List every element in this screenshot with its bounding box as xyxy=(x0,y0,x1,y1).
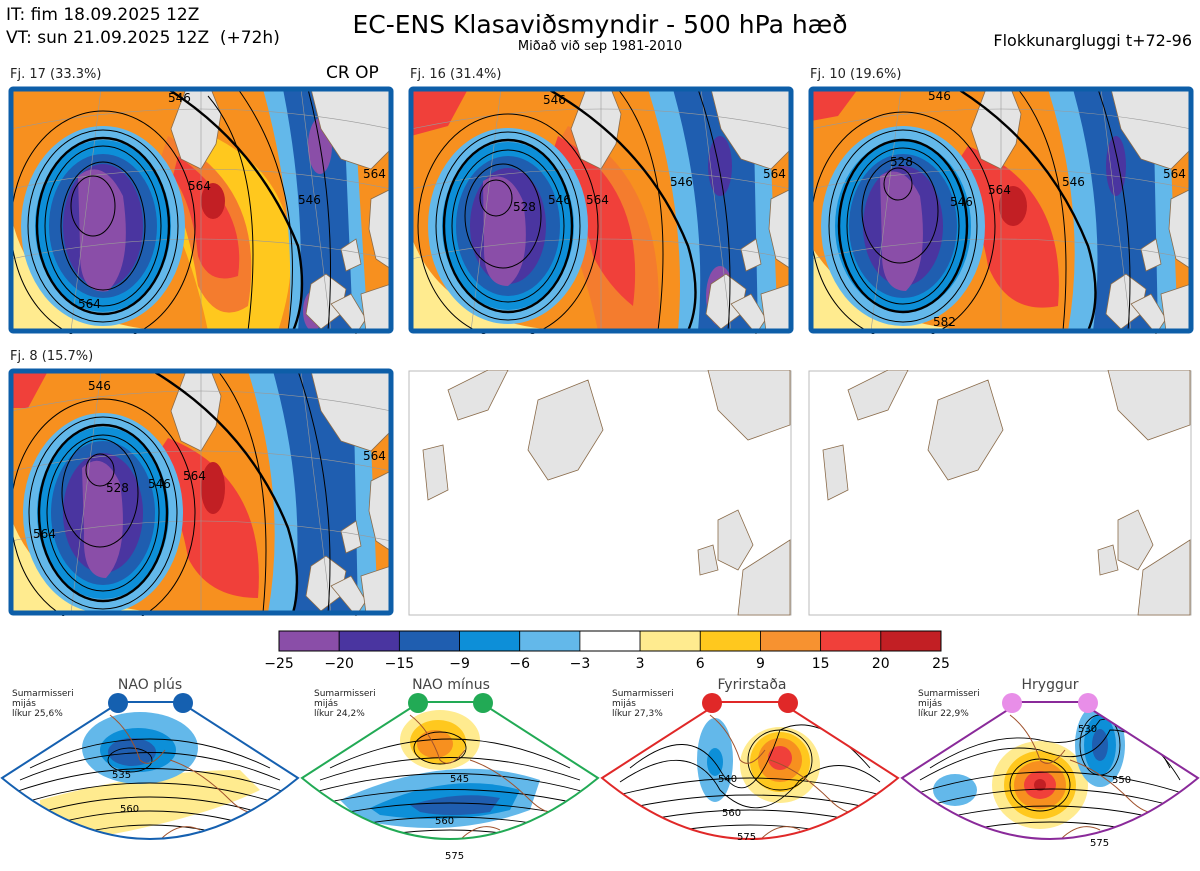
colorbar-swatch xyxy=(699,630,761,652)
colorbar-swatch xyxy=(398,630,460,652)
contour-label: 564 xyxy=(1163,167,1186,181)
contour-label: 546 xyxy=(298,193,321,207)
contour-label: 546 xyxy=(548,193,571,207)
cluster-2-map: 546 528 546 564 546 564 xyxy=(408,86,794,334)
classification-window: Flokkunargluggi t+72-96 xyxy=(993,31,1192,50)
colorbar-tick-label: −15 xyxy=(384,656,415,672)
regime-3-fan: 540 560 575 xyxy=(600,693,900,843)
regime-4-title: Hryggur xyxy=(1021,677,1079,693)
contour-label: 546 xyxy=(168,91,191,105)
contour-label: 546 xyxy=(950,195,973,209)
colorbar-swatch xyxy=(639,630,701,652)
contour-label: 564 xyxy=(33,527,56,541)
contour-label: 564 xyxy=(363,449,386,463)
colorbar-swatch xyxy=(880,630,942,652)
contour-label: 575 xyxy=(445,851,464,862)
colorbar-tick-label: 20 xyxy=(871,656,890,672)
colorbar-tick-label: 9 xyxy=(755,656,765,672)
colorbar-swatch xyxy=(278,630,340,652)
init-time: IT: fim 18.09.2025 12Z xyxy=(6,5,200,25)
contour-label: 564 xyxy=(763,167,786,181)
contour-label: 575 xyxy=(1090,838,1109,849)
empty-map-2 xyxy=(808,370,1192,616)
page-title: EC-ENS Klasaviðsmyndir - 500 hPa hæð xyxy=(352,10,848,39)
regime-1-note: Sumarmisseri mijás líkur 25,6% xyxy=(12,689,74,719)
cluster-1-map: 546 564 546 564 564 xyxy=(8,86,394,334)
page-subtitle: Miðað við sep 1981-2010 xyxy=(517,39,683,54)
colorbar-swatch xyxy=(459,630,521,652)
contour-label: 528 xyxy=(513,200,536,214)
contour-label: 528 xyxy=(106,481,129,495)
contour-label: 540 xyxy=(718,774,737,785)
colorbar-tick-label: −6 xyxy=(509,656,531,672)
regime-4-fan: 530 550 575 xyxy=(900,693,1200,849)
contour-label: 546 xyxy=(148,477,171,491)
contour-label: 546 xyxy=(1062,175,1085,189)
regime-1-fan: 535 560 xyxy=(0,693,300,840)
contour-label: 564 xyxy=(183,469,206,483)
valid-time: VT: sun 21.09.2025 12Z (+72h) xyxy=(6,28,280,48)
cluster-2-label: Fj. 16 (31.4%) xyxy=(410,67,502,82)
regime-3-note: Sumarmisseri mijás líkur 27,3% xyxy=(612,689,674,719)
contour-label: 564 xyxy=(188,179,211,193)
colorbar-swatch xyxy=(760,630,822,652)
colorbar-tick-label: −3 xyxy=(569,656,591,672)
colorbar-tick-label: 3 xyxy=(635,656,645,672)
contour-label: 528 xyxy=(890,155,913,169)
contour-label: 546 xyxy=(543,93,566,107)
colorbar-swatch xyxy=(519,630,581,652)
regime-2-note: Sumarmisseri mijás líkur 24,2% xyxy=(314,689,376,719)
contour-label: 535 xyxy=(112,770,131,781)
regime-2-fan: 545 560 575 xyxy=(300,693,600,862)
cluster-3-label: Fj. 10 (19.6%) xyxy=(810,67,902,82)
cluster-1-label: Fj. 17 (33.3%) xyxy=(10,67,102,82)
colorbar-tick-label: −20 xyxy=(324,656,354,672)
colorbar-swatch xyxy=(579,630,641,652)
cluster-3-map: 546 528 546 564 546 564 582 xyxy=(808,86,1194,334)
contour-label: 546 xyxy=(670,175,693,189)
contour-label: 582 xyxy=(933,315,956,329)
contour-label: 530 xyxy=(1078,724,1097,735)
empty-map-1 xyxy=(408,370,792,616)
contour-label: 575 xyxy=(737,832,756,843)
colorbar-tick-label: −9 xyxy=(449,656,470,672)
contour-label: 546 xyxy=(928,89,951,103)
colorbar-tick-label: −25 xyxy=(264,656,294,672)
contour-label: 560 xyxy=(722,808,741,819)
contour-label: 560 xyxy=(120,804,139,815)
regime-3-title: Fyrirstaða xyxy=(717,677,787,693)
cluster-1-badge: CR OP xyxy=(326,63,379,83)
contour-label: 564 xyxy=(586,193,609,207)
colorbar-tick-label: 15 xyxy=(811,656,830,672)
cluster-4-map: 546 528 546 564 564 564 xyxy=(8,368,394,616)
contour-label: 545 xyxy=(450,774,469,785)
cluster-4-label: Fj. 8 (15.7%) xyxy=(10,349,94,364)
colorbar-swatch xyxy=(820,630,882,652)
contour-label: 550 xyxy=(1112,775,1131,786)
colorbar-swatch xyxy=(338,630,400,652)
colorbar-tick-label: 6 xyxy=(695,656,705,672)
colorbar xyxy=(278,630,942,652)
contour-label: 560 xyxy=(435,816,454,827)
regime-2-title: NAO mínus xyxy=(412,677,490,693)
contour-label: 564 xyxy=(363,167,386,181)
colorbar-tick-label: 25 xyxy=(932,656,950,672)
regime-1-title: NAO plús xyxy=(117,677,183,693)
regime-4-note: Sumarmisseri mijás líkur 22,9% xyxy=(918,689,980,719)
contour-label: 564 xyxy=(78,297,101,311)
contour-label: 564 xyxy=(988,183,1011,197)
contour-label: 546 xyxy=(88,379,111,393)
